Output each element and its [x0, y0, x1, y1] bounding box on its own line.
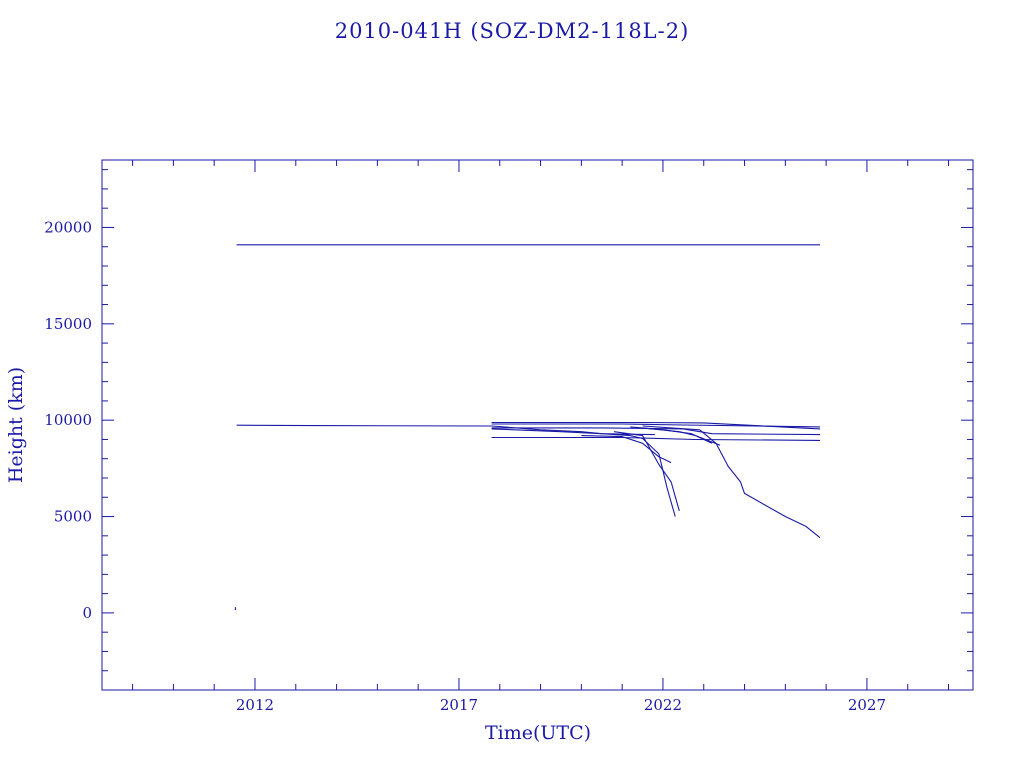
x-tick-label: 2022 — [644, 696, 682, 714]
series-line — [491, 423, 821, 428]
series-line — [642, 427, 721, 446]
x-tick-label: 2012 — [236, 696, 274, 714]
axis-tick-labels: 2012 2017 2022 2027 0 5000 10000 15000 20000 — [44, 218, 886, 714]
series-line — [622, 433, 676, 517]
x-tick-label: 2017 — [440, 696, 478, 714]
y-tick-label: 0 — [82, 604, 92, 622]
series-line — [581, 435, 672, 464]
x-tick-label: 2027 — [848, 696, 886, 714]
series-group — [234, 244, 821, 610]
series-line — [642, 425, 821, 539]
chart-title: 2010-041H (SOZ-DM2-118L-2) — [335, 19, 690, 43]
y-tick-label: 5000 — [54, 508, 92, 526]
plot-frame — [101, 159, 974, 691]
y-tick-label: 20000 — [44, 218, 92, 236]
series-line — [236, 424, 492, 427]
series-line — [613, 431, 680, 511]
y-tick-label: 15000 — [44, 315, 92, 333]
series-line — [491, 436, 821, 441]
y-tick-label: 10000 — [44, 411, 92, 429]
axis-ticks — [102, 160, 973, 690]
series-line — [491, 425, 631, 437]
y-axis-label: Height (km) — [5, 367, 27, 483]
x-axis-label: Time(UTC) — [485, 722, 591, 744]
